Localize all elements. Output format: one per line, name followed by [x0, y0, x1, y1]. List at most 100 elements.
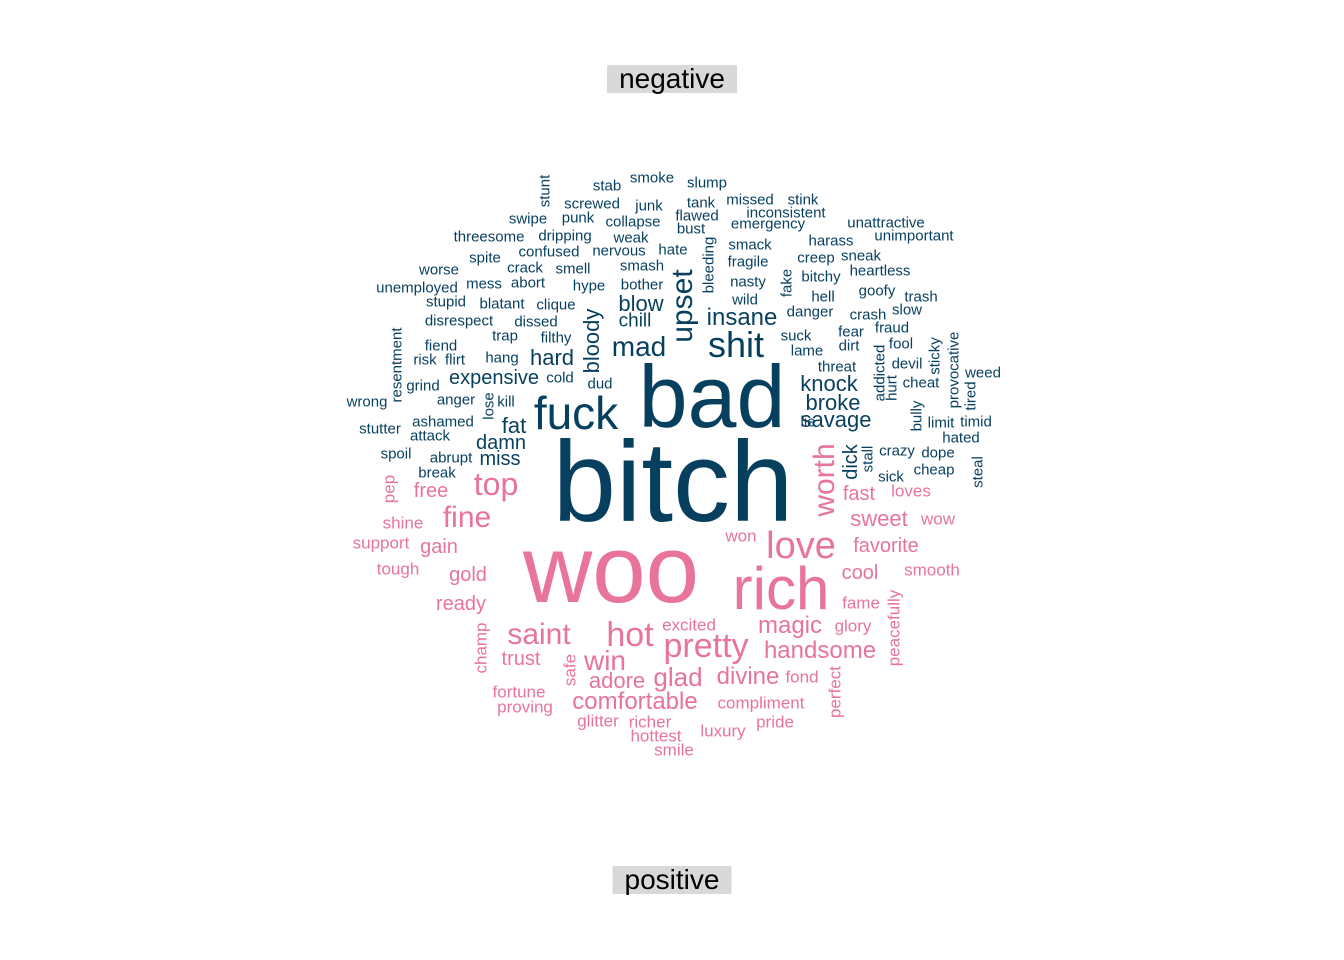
negative-word-chill: chill — [618, 310, 652, 332]
negative-word-swipe: swipe — [508, 210, 548, 228]
negative-word-dirt: dirt — [838, 337, 860, 355]
negative-word-attack: attack — [409, 427, 451, 445]
negative-word-bitchy: bitchy — [801, 268, 841, 286]
negative-word-trash: trash — [904, 288, 938, 306]
negative-word-provocative: provocative — [945, 331, 963, 409]
positive-word-excited: excited — [662, 615, 716, 635]
facet-label-negative: negative — [607, 65, 737, 93]
negative-word-nasty: nasty — [730, 273, 766, 291]
negative-word-dick: dick — [840, 444, 862, 480]
positive-word-ready: ready — [435, 593, 487, 615]
negative-word-stab: stab — [592, 177, 622, 195]
negative-word-fake: fake — [778, 268, 796, 298]
negative-word-lose: lose — [480, 392, 498, 420]
negative-word-lie: lie — [800, 413, 816, 431]
negative-word-smash: smash — [619, 257, 665, 275]
negative-word-slow: slow — [891, 301, 923, 319]
positive-word-tough: tough — [376, 559, 420, 579]
negative-word-sticky: sticky — [926, 337, 944, 375]
positive-word-loves: loves — [891, 481, 931, 501]
negative-word-emergency: emergency — [730, 215, 806, 233]
negative-word-smack: smack — [728, 236, 772, 254]
positive-word-pride: pride — [756, 712, 794, 732]
negative-word-knock: knock — [800, 371, 858, 396]
negative-word-stunt: stunt — [536, 174, 554, 208]
negative-word-threat: threat — [817, 358, 857, 376]
positive-word-fast: fast — [842, 483, 876, 505]
positive-word-rich: rich — [732, 555, 830, 622]
positive-word-fame: fame — [842, 593, 880, 613]
negative-word-harass: harass — [808, 232, 854, 250]
negative-word-clique: clique — [536, 296, 576, 314]
positive-word-trust: trust — [501, 648, 541, 670]
positive-word-handsome: handsome — [763, 637, 877, 664]
positive-word-richer: richer — [628, 712, 672, 732]
negative-word-bitch: bitch — [552, 419, 794, 546]
negative-word-sick: sick — [878, 468, 904, 486]
positive-word-sweet: sweet — [850, 506, 908, 531]
positive-word-shine: shine — [382, 513, 424, 533]
positive-word-wow: wow — [920, 509, 956, 529]
positive-word-support: support — [352, 533, 410, 553]
negative-word-risk: risk — [413, 351, 437, 369]
negative-word-damn: damn — [475, 432, 527, 454]
negative-word-trap: trap — [492, 327, 518, 345]
negative-word-fiend: fiend — [424, 337, 458, 355]
negative-word-fat: fat — [501, 413, 527, 438]
negative-word-lame: lame — [790, 342, 824, 360]
negative-word-upset: upset — [666, 269, 699, 343]
negative-word-cheat: cheat — [902, 374, 940, 392]
negative-word-unemployed: unemployed — [376, 279, 458, 297]
negative-word-bloody: bloody — [579, 308, 604, 374]
negative-word-stutter: stutter — [359, 420, 401, 438]
positive-word-hot: hot — [606, 616, 654, 654]
positive-word-won: won — [725, 526, 757, 546]
negative-word-dripping: dripping — [538, 227, 592, 245]
negative-word-suck: suck — [780, 327, 812, 345]
negative-word-kill: kill — [497, 393, 515, 411]
positive-word-magic: magic — [757, 612, 823, 639]
negative-word-disrespect: disrespect — [424, 312, 494, 330]
negative-word-grind: grind — [406, 377, 440, 395]
negative-word-bad: bad — [638, 347, 786, 446]
negative-word-hate: hate — [658, 241, 688, 259]
negative-word-stall: stall — [859, 445, 877, 473]
negative-word-limit: limit — [927, 414, 955, 432]
negative-word-fraud: fraud — [874, 319, 910, 337]
negative-word-blow: blow — [618, 291, 664, 316]
negative-word-flawed: flawed — [675, 207, 719, 225]
negative-word-stink: stink — [787, 191, 819, 209]
negative-word-creep: creep — [797, 249, 835, 267]
negative-word-hard: hard — [529, 345, 575, 370]
negative-word-steal: steal — [969, 456, 987, 488]
positive-word-glad: glad — [653, 662, 703, 692]
negative-word-threesome: threesome — [453, 228, 525, 246]
negative-word-dud: dud — [587, 375, 613, 393]
negative-word-bully: bully — [908, 400, 926, 432]
negative-word-hurt: hurt — [883, 375, 901, 401]
negative-word-collapse: collapse — [605, 213, 661, 231]
negative-word-abort: abort — [510, 274, 546, 292]
negative-word-mad: mad — [611, 331, 667, 362]
positive-word-love: love — [766, 525, 836, 567]
positive-word-perfect: perfect — [825, 666, 845, 718]
negative-word-shit: shit — [707, 324, 765, 365]
negative-word-screwed: screwed — [564, 195, 620, 213]
negative-word-crash: crash — [849, 306, 887, 324]
positive-word-smile: smile — [654, 740, 694, 760]
positive-word-champ: champ — [471, 622, 491, 674]
negative-word-confused: confused — [518, 243, 580, 261]
positive-word-gain: gain — [420, 536, 458, 558]
negative-word-fuck: fuck — [533, 387, 619, 439]
positive-word-pretty: pretty — [663, 627, 749, 665]
positive-word-favorite: favorite — [853, 535, 919, 557]
negative-word-bust: bust — [676, 220, 706, 238]
positive-word-cool: cool — [841, 562, 879, 584]
negative-word-stupid: stupid — [425, 293, 467, 311]
negative-word-broke: broke — [805, 390, 861, 415]
positive-word-compliment: compliment — [717, 693, 805, 713]
negative-word-cheap: cheap — [913, 461, 955, 479]
positive-word-woo: woo — [522, 516, 700, 623]
negative-word-cold: cold — [546, 369, 574, 387]
